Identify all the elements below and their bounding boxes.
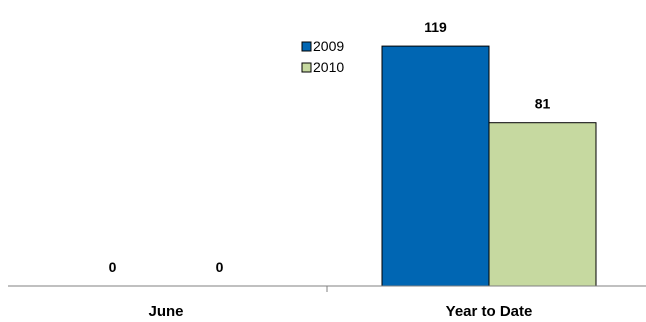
category-label-year-to-date: Year to Date xyxy=(446,303,533,320)
data-label-2009-june: 0 xyxy=(109,259,117,275)
bar-2010-year-to-date xyxy=(488,122,597,287)
category-labels-group: June Year to Date xyxy=(148,303,532,320)
data-label-2010-year-to-date: 81 xyxy=(535,96,551,112)
data-labels-group: 0 0 119 81 xyxy=(109,19,551,275)
legend: 2009 2010 xyxy=(301,38,344,75)
data-label-2010-june: 0 xyxy=(216,259,224,275)
data-label-2009-year-to-date: 119 xyxy=(424,19,447,35)
legend-swatch-2010 xyxy=(301,62,312,73)
legend-swatch-2009 xyxy=(301,41,312,52)
legend-label-2009: 2009 xyxy=(313,38,344,54)
bars-group xyxy=(381,45,597,287)
legend-label-2010: 2010 xyxy=(313,59,344,75)
bar-2009-year-to-date xyxy=(381,45,490,287)
category-label-june: June xyxy=(148,303,183,320)
